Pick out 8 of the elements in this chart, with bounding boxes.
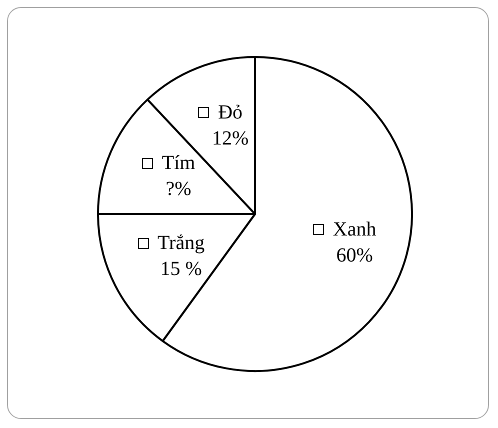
data-label: 15 % — [160, 258, 202, 280]
legend-label: Trắng — [158, 232, 205, 254]
data-label: 60% — [336, 244, 373, 266]
legend-label: Tím — [162, 152, 196, 174]
data-label: 12% — [212, 128, 249, 150]
legend-label: Đỏ — [218, 102, 243, 124]
legend-label: Xanh — [332, 218, 376, 240]
data-label: ?% — [166, 178, 192, 200]
